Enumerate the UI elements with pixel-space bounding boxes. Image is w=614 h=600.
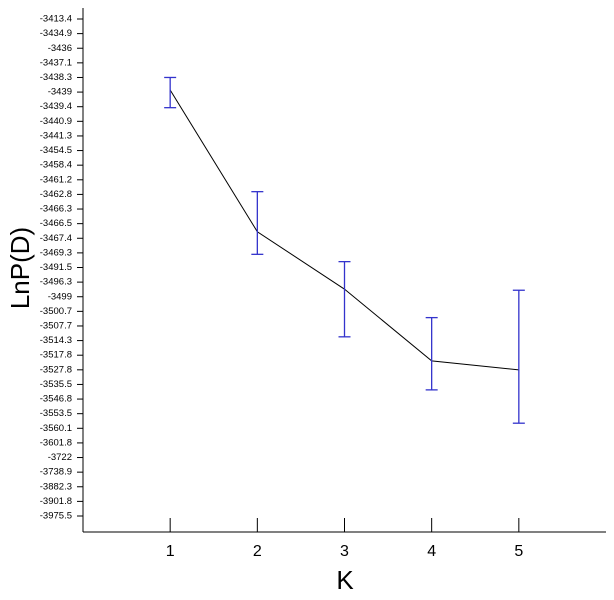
y-tick-label: -3466.3 xyxy=(40,204,72,215)
y-tick-label: -3514.3 xyxy=(40,335,72,346)
y-tick-label: -3560.1 xyxy=(40,423,72,434)
y-tick-label: -3439 xyxy=(48,87,72,98)
x-tick-label: 5 xyxy=(514,543,523,560)
y-tick-label: -3901.8 xyxy=(40,496,72,507)
y-tick-label: -3438.3 xyxy=(40,72,72,83)
x-tick-label: 3 xyxy=(340,543,349,560)
y-tick-label: -3461.2 xyxy=(40,174,72,185)
y-tick-label: -3437.1 xyxy=(40,57,72,68)
y-tick-label: -3458.4 xyxy=(40,160,72,171)
y-tick-label: -3517.8 xyxy=(40,350,72,361)
y-tick-label: -3722 xyxy=(48,452,72,463)
y-axis-label: LnP(D) xyxy=(5,227,35,309)
x-tick-label: 4 xyxy=(427,543,436,560)
y-tick-label: -3434.9 xyxy=(40,28,72,39)
y-tick-label: -3462.8 xyxy=(40,189,72,200)
error-bar xyxy=(251,191,264,255)
y-tick-label: -3553.5 xyxy=(40,408,72,419)
y-tick-label: -3469.3 xyxy=(40,247,72,258)
y-tick-label: -3499 xyxy=(48,291,72,302)
y-tick-label: -3507.7 xyxy=(40,320,72,331)
y-tick-label: -3467.4 xyxy=(40,233,72,244)
y-tick-label: -3601.8 xyxy=(40,437,72,448)
y-tick-label: -3500.7 xyxy=(40,306,72,317)
y-tick-label: -3436 xyxy=(48,43,72,54)
y-tick-label: -3491.5 xyxy=(40,262,72,273)
y-tick-label: -3441.3 xyxy=(40,130,72,141)
y-tick-label: -3975.5 xyxy=(40,511,72,522)
x-axis-label: K xyxy=(336,565,354,595)
y-tick-label: -3454.5 xyxy=(40,145,72,156)
y-tick-label: -3466.5 xyxy=(40,218,72,229)
y-tick-label: -3439.4 xyxy=(40,101,72,112)
y-tick-label: -3882.3 xyxy=(40,481,72,492)
x-tick-label: 1 xyxy=(166,543,175,560)
y-tick-label: -3535.5 xyxy=(40,379,72,390)
x-tick-label: 2 xyxy=(253,543,262,560)
error-bar xyxy=(338,260,351,338)
y-tick-label: -3440.9 xyxy=(40,116,72,127)
y-tick-label: -3738.9 xyxy=(40,467,72,478)
error-bar xyxy=(425,316,438,391)
error-bar xyxy=(512,289,525,424)
y-tick-label: -3546.8 xyxy=(40,394,72,405)
y-tick-label: -3496.3 xyxy=(40,277,72,288)
y-tick-label: -3413.4 xyxy=(40,14,72,25)
error-bar xyxy=(164,76,177,109)
y-tick-label: -3527.8 xyxy=(40,364,72,375)
